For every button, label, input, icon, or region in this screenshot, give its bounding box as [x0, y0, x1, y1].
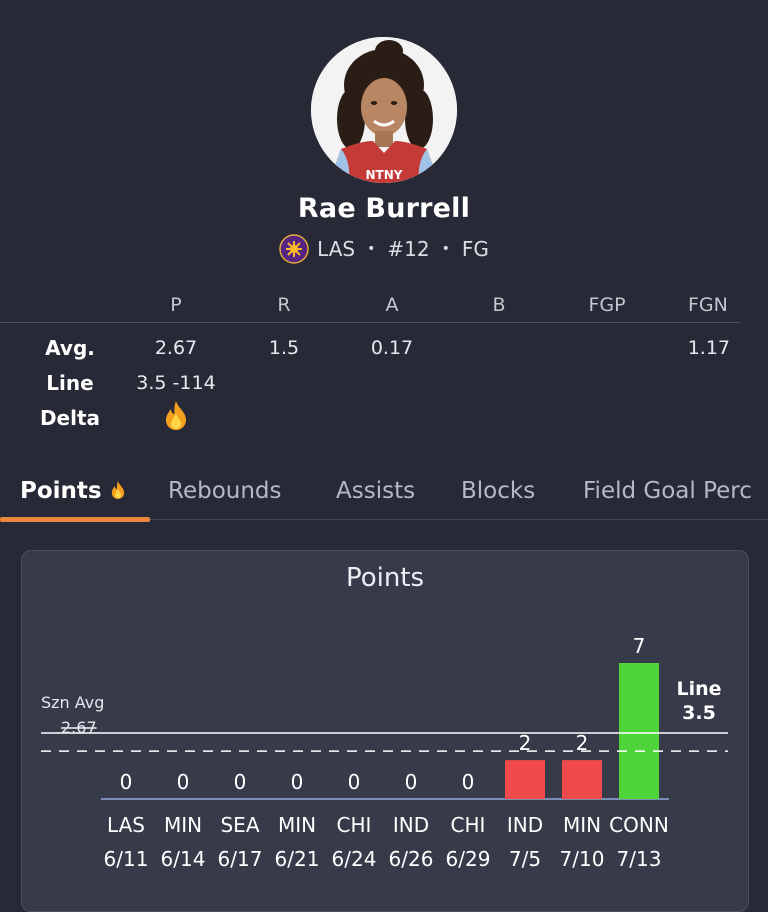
tabs-divider	[0, 519, 768, 520]
x-tick-team-2: SEA	[220, 813, 259, 837]
x-tick-date-3: 6/21	[275, 847, 320, 871]
bar-value-label-7: 2	[519, 731, 532, 755]
bar-value-label-5: 0	[405, 770, 418, 794]
points-chart: 0 LAS 6/11 0 MIN 6/14 0 SEA 6/17 0 MIN 6/21 0 CHI 6/24…	[41, 634, 728, 871]
bar-value-label-1: 0	[177, 770, 190, 794]
bar-value-label-3: 0	[291, 770, 304, 794]
row-label-avg: Avg.	[45, 336, 95, 360]
player-number: #12	[387, 237, 430, 261]
x-tick-date-9: 7/13	[617, 847, 662, 871]
stats-header-divider	[0, 322, 740, 323]
x-tick-date-6: 6/29	[446, 847, 491, 871]
bar-8	[562, 760, 602, 799]
team-abbr: LAS	[317, 237, 356, 261]
separator-dot: •	[441, 241, 450, 257]
x-tick-team-1: MIN	[164, 813, 202, 837]
line-label: Line	[676, 678, 721, 700]
avg-points: 2.67	[154, 337, 198, 359]
x-tick-team-6: CHI	[451, 813, 486, 837]
tab-rebounds[interactable]: Rebounds	[168, 478, 282, 504]
player-avatar: NTNY	[311, 37, 457, 183]
season-average-label: Szn Avg	[41, 693, 104, 712]
stat-header-fgp: FGP	[588, 294, 626, 316]
points-chart-card: Points 0 LAS 6/11 0 MIN 6/14 0 SEA 6/17 0 MIN 6/21 0…	[21, 550, 749, 912]
x-tick-date-8: 7/10	[560, 847, 605, 871]
x-tick-team-8: MIN	[563, 813, 601, 837]
x-tick-date-1: 6/14	[161, 847, 206, 871]
bar-9	[619, 663, 659, 799]
bar-value-label-4: 0	[348, 770, 361, 794]
x-tick-date-7: 7/5	[509, 847, 541, 871]
bar-value-label-9: 7	[633, 634, 646, 658]
tab-points-label: Points	[20, 478, 102, 504]
fire-icon	[111, 481, 124, 499]
stat-header-fgn: FGN	[688, 294, 728, 316]
player-meta: LAS • #12 • FG	[0, 234, 768, 264]
team-logo-icon	[279, 234, 309, 264]
avg-rebounds: 1.5	[268, 337, 300, 359]
bar-value-label-0: 0	[120, 770, 133, 794]
bar-value-label-2: 0	[234, 770, 247, 794]
row-label-delta: Delta	[39, 406, 101, 430]
tab-points[interactable]: Points	[20, 478, 126, 504]
stat-tabs: Points Rebounds Assists Blocks Field Goa…	[0, 478, 768, 522]
line-value: 3.5	[682, 702, 716, 724]
chart-title: Points	[345, 563, 425, 593]
x-tick-date-2: 6/17	[218, 847, 263, 871]
line-points: 3.5 -114	[136, 372, 216, 394]
avg-assists: 0.17	[370, 337, 414, 359]
svg-text:NTNY: NTNY	[366, 168, 403, 182]
bar-value-label-8: 2	[576, 731, 589, 755]
player-photo: NTNY	[311, 37, 457, 183]
season-average-value: 2.67	[61, 718, 97, 737]
active-tab-indicator	[0, 517, 150, 522]
x-tick-team-3: MIN	[278, 813, 316, 837]
separator-dot: •	[367, 241, 376, 257]
tab-assists[interactable]: Assists	[336, 478, 416, 504]
bar-7	[505, 760, 545, 799]
stat-header-assists: A	[385, 294, 399, 316]
x-tick-date-5: 6/26	[389, 847, 434, 871]
x-tick-date-0: 6/11	[104, 847, 149, 871]
stat-header-rebounds: R	[277, 294, 291, 316]
tab-blocks[interactable]: Blocks	[461, 478, 536, 504]
x-tick-team-5: IND	[393, 813, 429, 837]
player-name: Rae Burrell	[297, 193, 471, 224]
bar-value-label-6: 0	[462, 770, 475, 794]
avg-fgn: 1.17	[687, 337, 730, 359]
x-tick-team-9: CONN	[609, 813, 669, 837]
stat-header-points: P	[170, 294, 182, 316]
x-tick-team-7: IND	[507, 813, 543, 837]
fire-icon	[166, 401, 186, 430]
row-label-line: Line	[46, 371, 94, 395]
x-tick-date-4: 6/24	[332, 847, 377, 871]
tab-field-goal-percentage[interactable]: Field Goal Perc	[583, 478, 752, 504]
stat-header-blocks: B	[492, 294, 506, 316]
x-tick-team-0: LAS	[107, 813, 145, 837]
x-tick-team-4: CHI	[337, 813, 372, 837]
player-position: FG	[461, 237, 489, 261]
